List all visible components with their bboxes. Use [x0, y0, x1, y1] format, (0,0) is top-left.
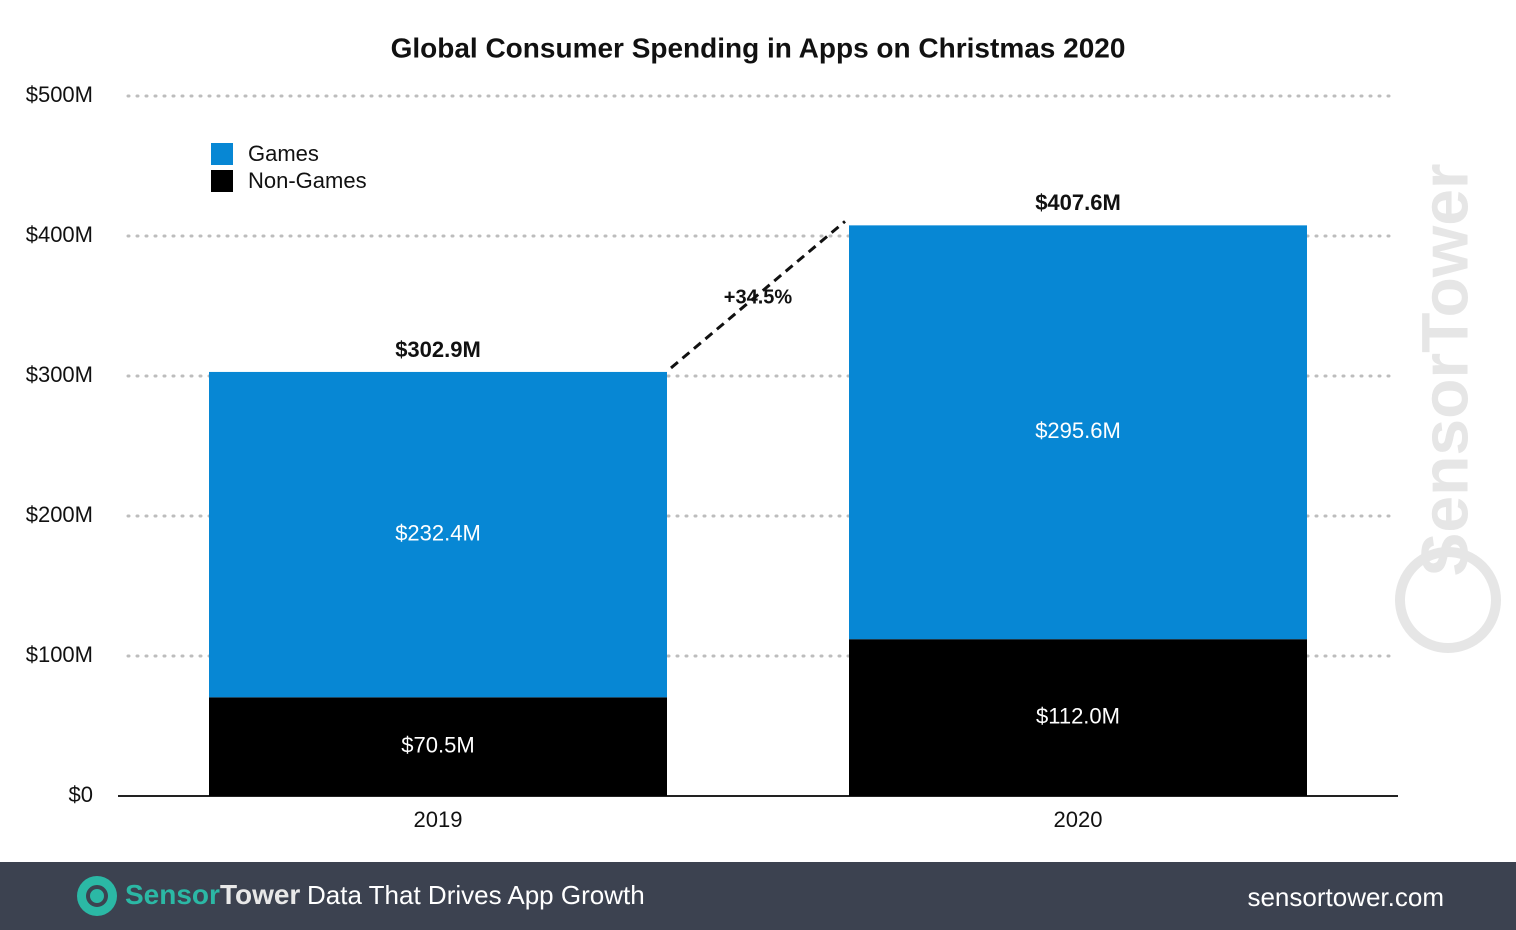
- bar-segment: [849, 639, 1307, 796]
- legend-label: Non-Games: [248, 168, 367, 193]
- watermark: SensorTower: [1407, 163, 1481, 576]
- footer-url: sensortower.com: [1247, 882, 1444, 912]
- value-label: $70.5M: [401, 732, 474, 757]
- y-tick-label: $200M: [26, 502, 93, 527]
- growth-label: +34.5%: [724, 286, 793, 308]
- x-tick-label: 2019: [414, 807, 463, 832]
- y-tick-label: $100M: [26, 642, 93, 667]
- bar-segment: [849, 225, 1307, 640]
- x-tick-label: 2020: [1054, 807, 1103, 832]
- footer-brand: SensorTower: [125, 879, 300, 910]
- total-label: $407.6M: [1035, 190, 1121, 215]
- growth-line: [670, 220, 846, 370]
- legend-swatch: [211, 170, 233, 192]
- footer-tagline: Data That Drives App Growth: [307, 880, 645, 910]
- bar-segment: [209, 697, 667, 796]
- brand-first: Sensor: [125, 879, 220, 910]
- watermark-logo: [1395, 547, 1501, 653]
- value-label: $232.4M: [395, 520, 481, 545]
- footer-logo-inner: [86, 885, 108, 907]
- value-label: $295.6M: [1035, 418, 1121, 443]
- total-label: $302.9M: [395, 337, 481, 362]
- footer-logo: [77, 876, 117, 916]
- y-tick-label: $500M: [26, 82, 93, 107]
- footer-bar: [0, 862, 1516, 930]
- y-tick-label: $0: [69, 782, 93, 807]
- legend-label: Games: [248, 141, 319, 166]
- bar-segment: [209, 371, 667, 698]
- brand-second: Tower: [220, 879, 300, 910]
- value-label: $112.0M: [1036, 703, 1120, 728]
- legend-swatch: [211, 143, 233, 165]
- y-tick-label: $300M: [26, 362, 93, 387]
- y-tick-label: $400M: [26, 222, 93, 247]
- chart-title: Global Consumer Spending in Apps on Chri…: [391, 32, 1126, 63]
